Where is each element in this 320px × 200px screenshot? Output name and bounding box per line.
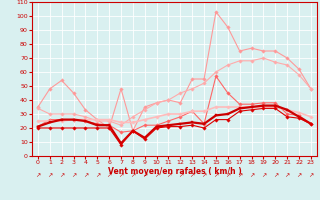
X-axis label: Vent moyen/en rafales ( km/h ): Vent moyen/en rafales ( km/h )	[108, 167, 241, 176]
